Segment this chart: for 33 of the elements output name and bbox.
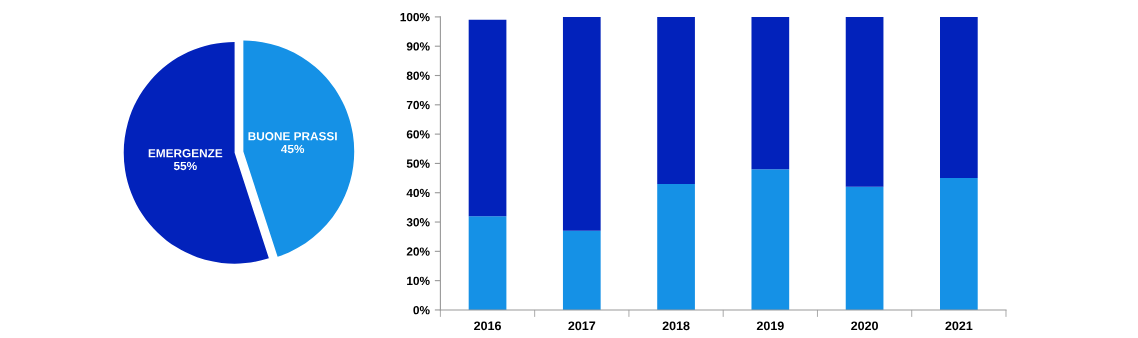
y-tick-label: 70% <box>406 100 430 110</box>
y-tick-label: 40% <box>406 188 430 198</box>
bar <box>940 16 978 179</box>
y-tick-label: 50% <box>406 159 430 168</box>
x-tick-label: 2019 <box>756 321 784 331</box>
x-tick-label: 2017 <box>568 321 596 331</box>
data-label: 45% <box>281 144 305 154</box>
y-tick-label: 10% <box>407 276 430 286</box>
bar <box>657 183 695 310</box>
x-tick-label: 2020 <box>851 321 878 331</box>
x-tick-label: 2018 <box>662 321 690 331</box>
x-tick-label: 2016 <box>474 321 501 331</box>
bar <box>940 178 978 310</box>
bar <box>562 16 601 231</box>
bar <box>657 16 695 184</box>
bar <box>845 186 884 310</box>
y-tick-label: 90% <box>406 42 430 51</box>
y-tick-label: 0% <box>413 305 430 315</box>
bar <box>562 230 601 310</box>
slice-label: EMERGENZE <box>148 149 223 158</box>
y-tick-label: 30% <box>406 218 430 227</box>
y-tick-label: 80% <box>406 71 430 80</box>
x-tick-label: 2021 <box>945 321 973 331</box>
bar <box>468 19 507 217</box>
bar <box>845 16 884 187</box>
bar <box>468 216 507 310</box>
slice-label: BUONE PRASSI <box>248 132 337 141</box>
bar <box>751 169 790 310</box>
y-tick-label: 60% <box>406 130 430 139</box>
y-tick-label: 100% <box>400 12 430 22</box>
y-tick-label: 20% <box>406 247 430 256</box>
data-label: 55% <box>173 161 197 171</box>
bar <box>751 16 790 170</box>
